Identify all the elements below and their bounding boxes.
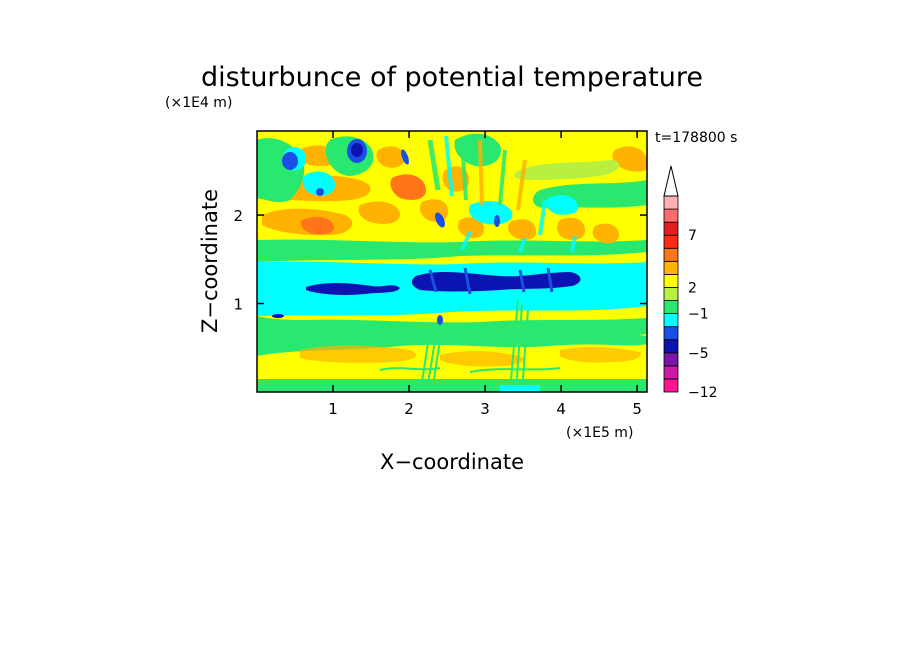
x-tick-label: 3 <box>480 400 490 418</box>
colorbar-tick-label: −1 <box>688 307 709 323</box>
x-tick-label: 4 <box>556 400 566 418</box>
time-label: t=178800 s <box>655 130 737 146</box>
y-axis: 12 <box>233 207 647 314</box>
colorbar-swatch <box>663 300 679 314</box>
colorbar-tick-label: −5 <box>688 346 709 362</box>
y-scale-label: (×1E4 m) <box>165 95 232 111</box>
x-axis-label: X−coordinate <box>380 450 524 474</box>
colorbar-swatch <box>663 378 679 393</box>
y-axis-label: Z−coordinate <box>198 189 222 333</box>
colorbar-swatch <box>663 234 679 249</box>
y-tick-label: 1 <box>233 296 243 314</box>
colorbar-tick-label: 2 <box>688 280 697 296</box>
colorbar-swatch <box>663 260 679 275</box>
colorbar-swatch <box>663 221 679 236</box>
x-tick-label: 5 <box>632 400 642 418</box>
x-axis: 1 2 3 4 5 <box>328 131 642 418</box>
colorbar-swatch <box>663 352 679 367</box>
x-tick-label: 2 <box>404 400 414 418</box>
colorbar-swatch <box>663 339 679 354</box>
colorbar-swatch <box>663 313 679 328</box>
colorbar-swatch <box>663 208 679 223</box>
plot-frame <box>256 130 648 393</box>
chart-title: disturbunce of potential temperature <box>201 62 703 93</box>
colorbar-tick-label: 7 <box>688 228 697 244</box>
colorbar-arrow <box>663 165 679 197</box>
colorbar-swatch <box>663 195 679 210</box>
colorbar: 7 2 −1 −5 −12 <box>663 165 718 401</box>
colorbar-swatch <box>663 365 679 380</box>
colorbar-tick-label: −12 <box>688 385 718 401</box>
x-scale-label: (×1E5 m) <box>566 425 633 441</box>
colorbar-swatch <box>663 287 679 301</box>
colorbar-swatch <box>663 326 679 341</box>
y-tick-label: 2 <box>233 207 243 225</box>
colorbar-swatch <box>663 273 679 288</box>
colorbar-swatch <box>663 247 679 262</box>
x-tick-label: 1 <box>328 400 338 418</box>
contour-field <box>257 131 647 392</box>
